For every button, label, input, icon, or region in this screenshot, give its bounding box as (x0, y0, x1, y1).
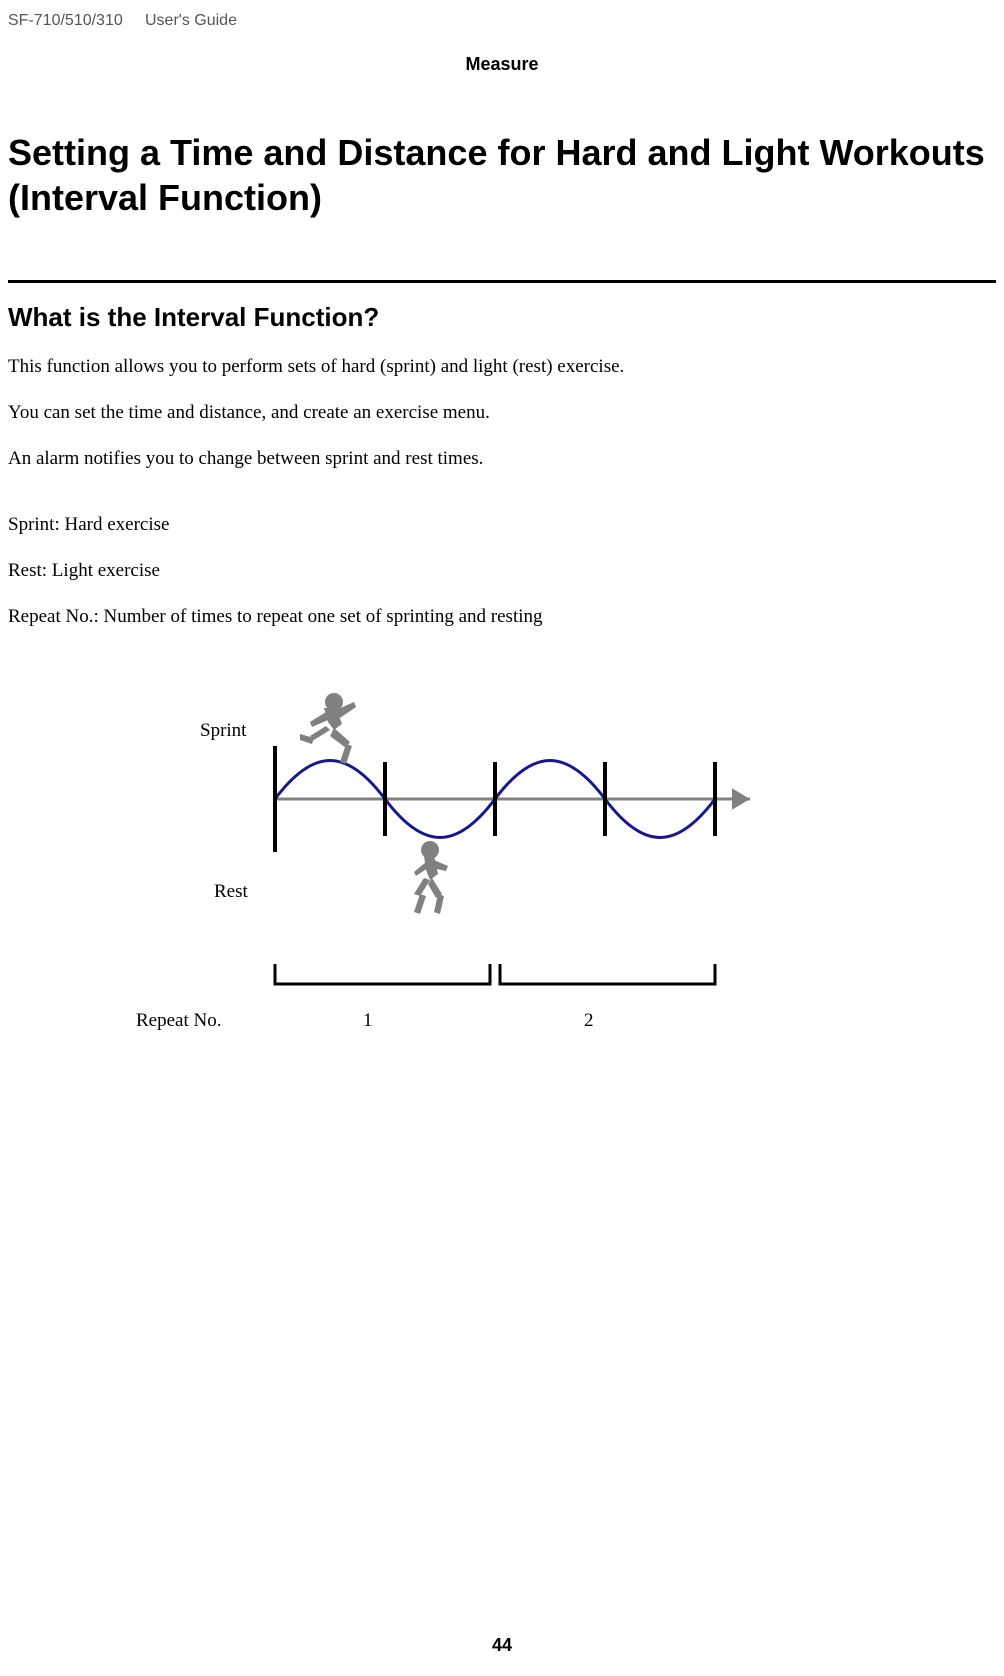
header-model: SF-710/510/310 (8, 12, 123, 29)
header-guide: User's Guide (145, 12, 237, 29)
paragraph-5: Rest: Light exercise (8, 558, 996, 585)
paragraph-4: Sprint: Hard exercise (8, 512, 996, 539)
title-line-1: Setting a Time and Distance for Hard and… (8, 132, 985, 173)
sub-heading: What is the Interval Function? (8, 302, 379, 333)
header-line: SF-710/510/310 User's Guide (8, 12, 237, 30)
title-line-2: (Interval Function) (8, 177, 322, 218)
label-repeat-1: 1 (363, 1010, 373, 1032)
interval-diagram: Sprint Rest Repeat No. 1 2 (90, 684, 850, 1084)
paragraph-2: You can set the time and distance, and c… (8, 400, 996, 427)
section-label: Measure (0, 54, 1004, 75)
title-underline (8, 280, 996, 283)
page-number: 44 (0, 1635, 1004, 1656)
label-repeat: Repeat No. (136, 1010, 221, 1032)
label-sprint: Sprint (200, 720, 246, 742)
paragraph-3: An alarm notifies you to change between … (8, 446, 996, 473)
paragraph-6: Repeat No.: Number of times to repeat on… (8, 604, 996, 631)
label-repeat-2: 2 (584, 1010, 594, 1032)
paragraph-1: This function allows you to perform sets… (8, 354, 996, 381)
label-rest: Rest (214, 881, 248, 903)
main-title: Setting a Time and Distance for Hard and… (8, 130, 996, 220)
